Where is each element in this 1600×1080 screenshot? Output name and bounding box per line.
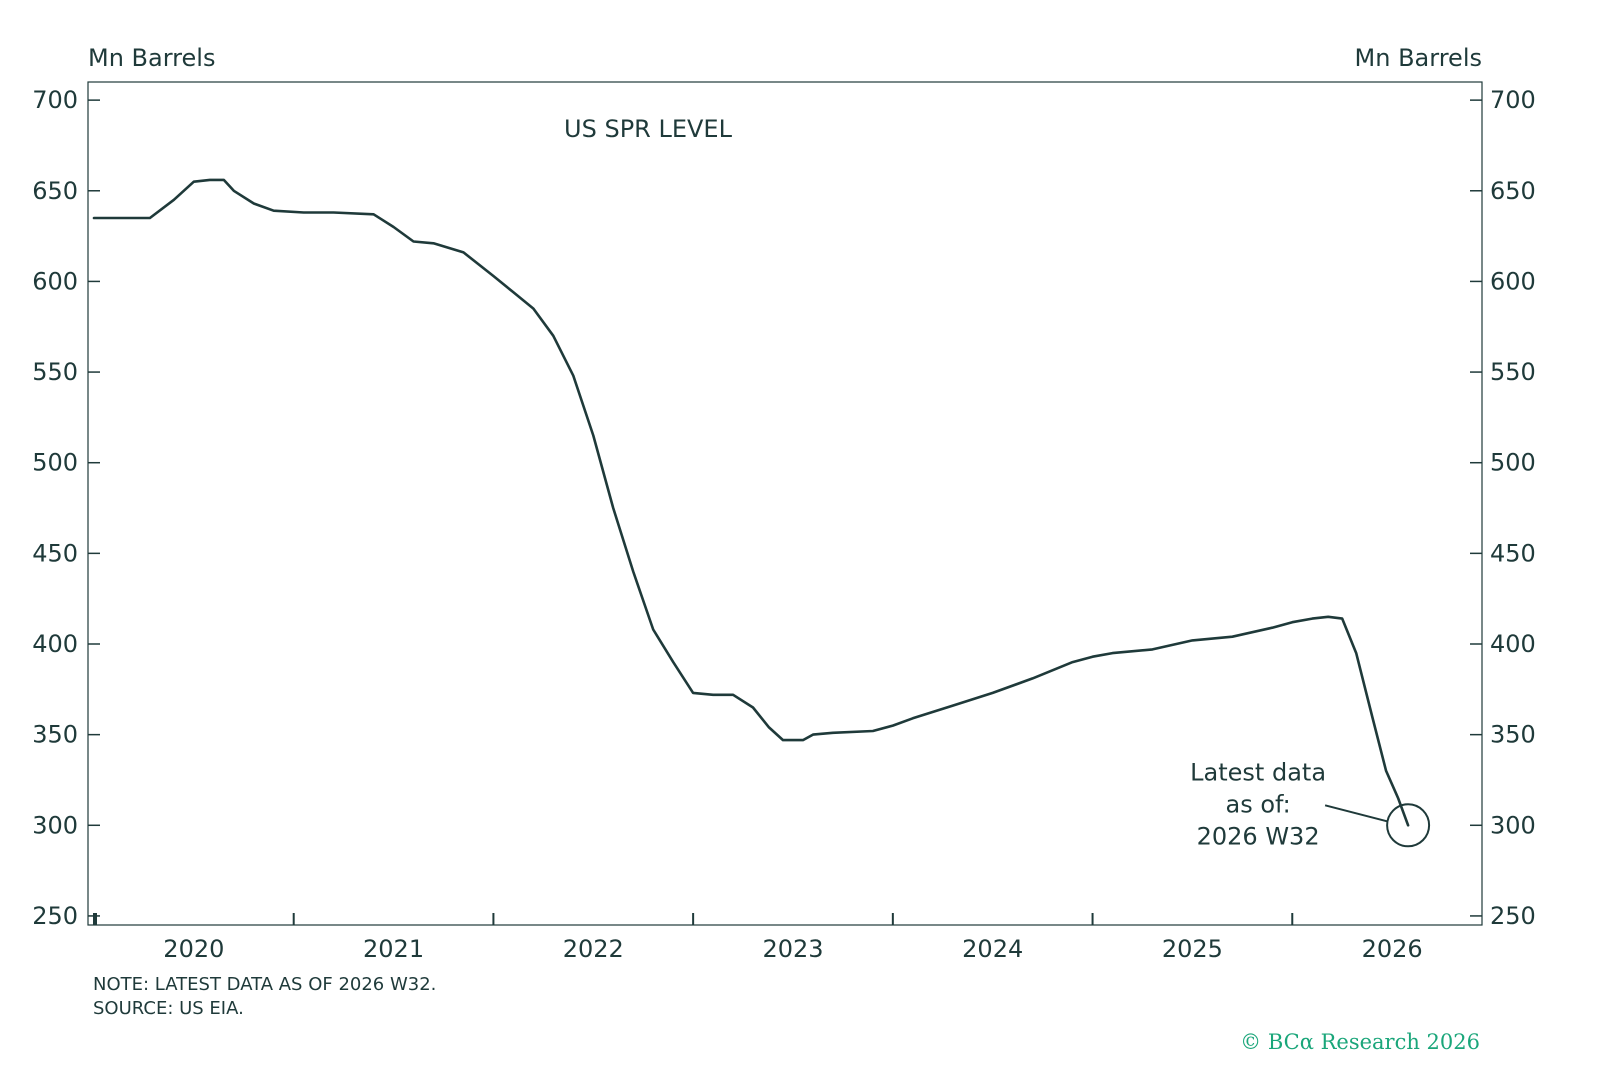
chart-title: US SPR LEVEL bbox=[564, 115, 733, 143]
chart-note: NOTE: LATEST DATA AS OF 2026 W32. bbox=[93, 974, 437, 995]
chart-source: SOURCE: US EIA. bbox=[93, 998, 244, 1019]
y-tick-label-right: 700 bbox=[1490, 86, 1536, 114]
spr-level-line bbox=[92, 178, 1410, 827]
x-axis: 2020 2021 2022 2023 2024 2025 2026 bbox=[92, 913, 1423, 963]
annotation-line-3: 2026 W32 bbox=[1197, 822, 1320, 850]
y-tick-label-left: 500 bbox=[32, 449, 78, 477]
y-axis-label-right: Mn Barrels bbox=[1355, 44, 1482, 72]
latest-data-annotation: Latest data as of: 2026 W32 bbox=[1190, 758, 1431, 850]
y-tick-label-right: 450 bbox=[1490, 539, 1536, 567]
publisher-credit: © BCα Research 2026 bbox=[1240, 1030, 1480, 1054]
x-tick-label: 2022 bbox=[563, 935, 624, 963]
y-tick-label-right: 250 bbox=[1490, 902, 1536, 930]
y-axis-left: 250 300 350 400 450 500 550 600 650 700 bbox=[32, 86, 100, 930]
y-tick-label-left: 300 bbox=[32, 811, 78, 839]
y-tick-label-right: 600 bbox=[1490, 267, 1536, 295]
x-tick-label: 2021 bbox=[363, 935, 424, 963]
y-tick-label-left: 700 bbox=[32, 86, 78, 114]
y-tick-label-right: 500 bbox=[1490, 449, 1536, 477]
y-tick-label-left: 250 bbox=[32, 902, 78, 930]
y-tick-label-left: 400 bbox=[32, 630, 78, 658]
x-tick-label: 2026 bbox=[1362, 935, 1423, 963]
y-tick-label-left: 650 bbox=[32, 177, 78, 205]
y-tick-label-right: 550 bbox=[1490, 358, 1536, 386]
y-tick-label-left: 550 bbox=[32, 358, 78, 386]
y-tick-label-left: 600 bbox=[32, 267, 78, 295]
y-tick-label-right: 300 bbox=[1490, 811, 1536, 839]
x-tick-label: 2023 bbox=[762, 935, 823, 963]
plot-frame bbox=[87, 81, 1483, 926]
y-tick-label-left: 350 bbox=[32, 721, 78, 749]
x-tick-label: 2025 bbox=[1162, 935, 1223, 963]
annotation-line-2: as of: bbox=[1226, 790, 1291, 818]
y-axis-label-left: Mn Barrels bbox=[88, 44, 215, 72]
y-tick-label-right: 650 bbox=[1490, 177, 1536, 205]
latest-data-circle bbox=[1386, 803, 1431, 848]
x-tick-label: 2024 bbox=[962, 935, 1023, 963]
y-axis-right: 250 300 350 400 450 500 550 600 650 700 bbox=[1470, 86, 1536, 930]
annotation-pointer-line bbox=[1324, 804, 1388, 823]
y-tick-label-left: 450 bbox=[32, 539, 78, 567]
y-tick-label-right: 400 bbox=[1490, 630, 1536, 658]
x-tick-label: 2020 bbox=[163, 935, 224, 963]
annotation-line-1: Latest data bbox=[1190, 758, 1326, 786]
y-tick-label-right: 350 bbox=[1490, 721, 1536, 749]
